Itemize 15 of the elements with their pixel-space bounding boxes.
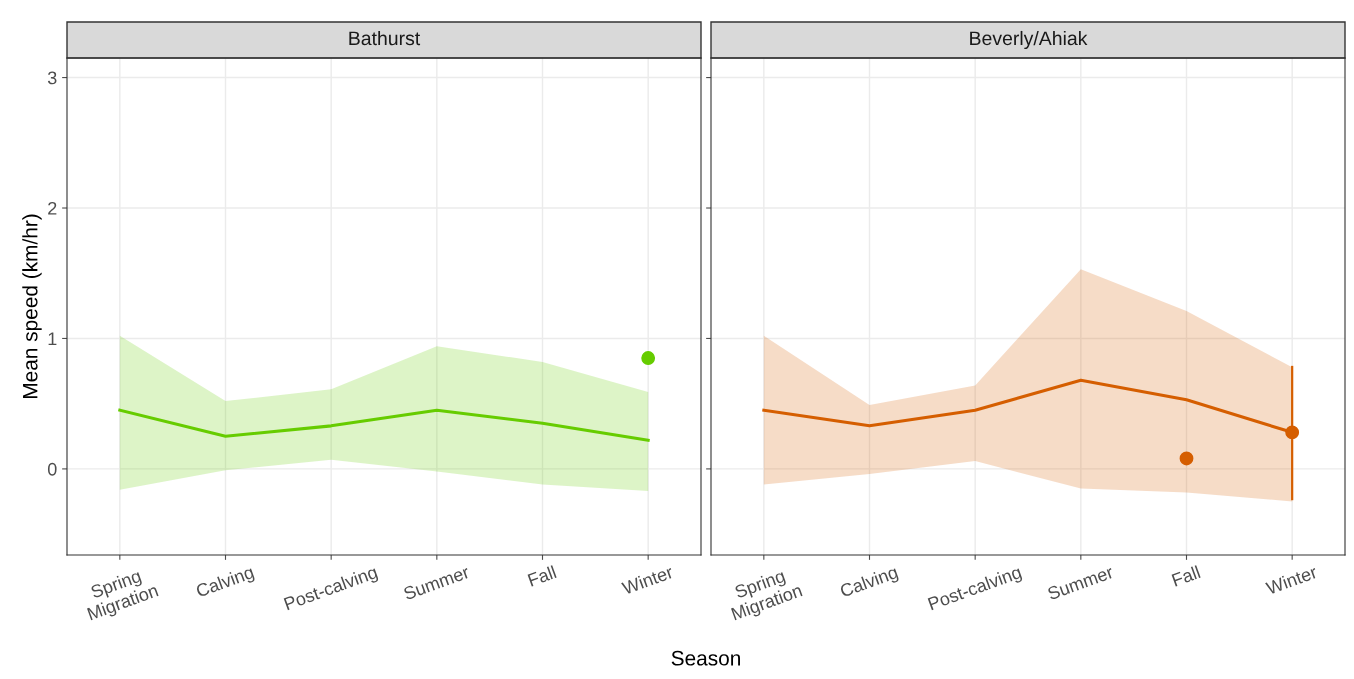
x-tick-label: Fall: [527, 565, 557, 587]
y-axis-title: Mean speed (km/hr): [22, 214, 42, 398]
chart-title: Beverly/Ahiak: [970, 30, 1088, 50]
y-tick-label: 0: [47, 462, 57, 476]
x-axis-title: Season: [671, 650, 740, 666]
y-tick-label: 3: [47, 71, 57, 85]
y-tick-label: 1: [48, 332, 57, 345]
chart-title: Bathurst: [349, 30, 421, 46]
x-tick-label: Winter: [1264, 564, 1319, 595]
x-tick-label: Calving: [839, 565, 900, 601]
x-tick-label: Calving: [195, 565, 256, 601]
line-series: [118, 408, 650, 442]
x-tick-label: Winter: [620, 564, 675, 595]
y-tick-label: 2: [48, 201, 57, 215]
x-tick-label: Fall: [1171, 565, 1201, 587]
